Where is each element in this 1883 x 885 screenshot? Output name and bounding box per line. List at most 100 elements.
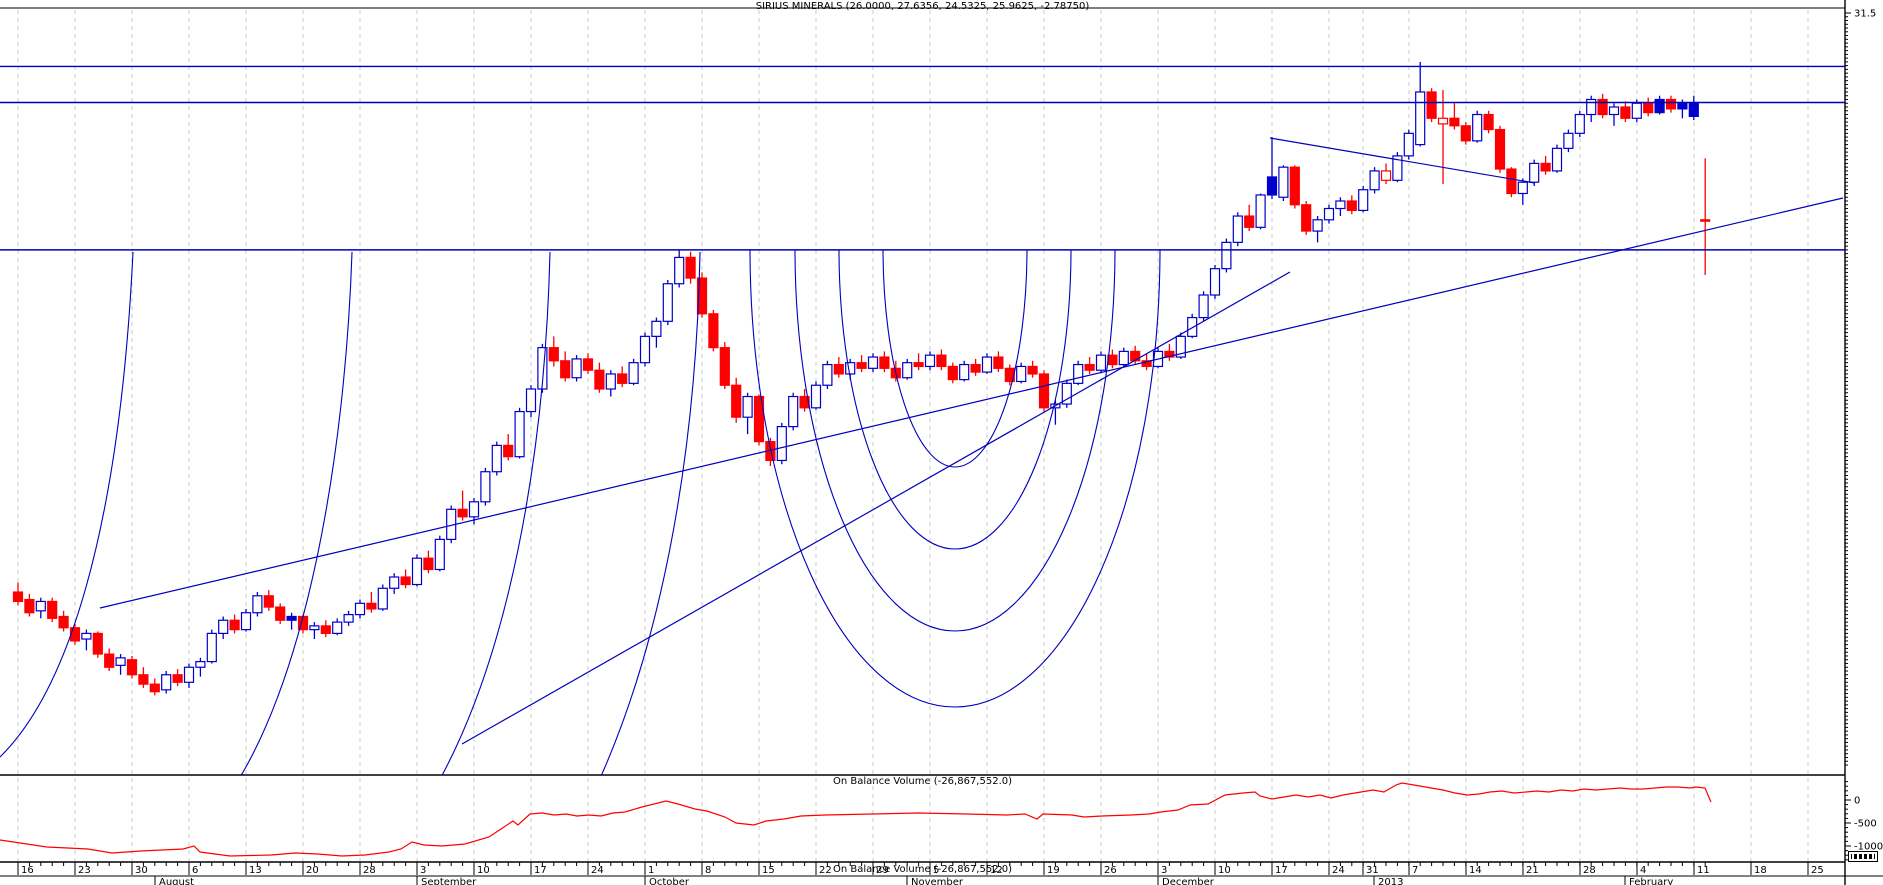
candle-body — [1472, 113, 1483, 142]
candle-body — [993, 356, 1004, 369]
candle-body — [286, 615, 297, 621]
candle-body — [902, 362, 913, 379]
candles-layer — [12, 61, 1711, 696]
candle-body — [719, 347, 730, 386]
trendline — [1269, 137, 1536, 184]
candle-body — [1073, 363, 1084, 384]
candle-body — [1312, 219, 1323, 232]
obv-axis-title: On Balance Volume (-26,867,552.0) — [832, 864, 1013, 875]
fibonacci-arc — [794, 249, 1116, 632]
candle-body — [571, 358, 582, 379]
candle-body — [218, 619, 229, 634]
candle-body — [1266, 176, 1278, 196]
candle-body — [981, 356, 993, 373]
fibonacci-arc — [882, 249, 1028, 468]
trendline — [461, 271, 1291, 745]
candle-body — [674, 256, 685, 285]
candle-body — [560, 360, 571, 379]
date-label: 10 — [477, 865, 490, 876]
date-label: 24 — [1332, 865, 1345, 876]
candle-body — [1449, 117, 1460, 127]
date-label: 24 — [591, 865, 604, 876]
candle-body — [1141, 360, 1152, 368]
date-label: 21 — [1526, 865, 1539, 876]
date-label: 6 — [192, 865, 198, 876]
candle-body — [924, 354, 936, 368]
candle-body — [970, 363, 981, 373]
date-label: 11 — [1697, 865, 1710, 876]
month-label: October — [649, 877, 690, 885]
date-label: 17 — [1275, 865, 1288, 876]
candle-body — [206, 632, 217, 663]
month-label: December — [1162, 877, 1215, 885]
candle-body — [1654, 98, 1665, 114]
candle-body — [1289, 166, 1300, 206]
candle-body — [332, 621, 343, 634]
candle-body — [639, 335, 651, 364]
date-label: 14 — [1469, 865, 1482, 876]
candle-body — [1107, 354, 1118, 366]
candle-body — [822, 363, 833, 386]
candle-body — [1460, 125, 1471, 142]
candle-body — [423, 557, 434, 571]
candle-body — [879, 356, 890, 369]
candle-body — [845, 362, 856, 375]
fib-arcs-layer — [0, 249, 1161, 775]
candle-body — [457, 508, 468, 518]
candle-body — [1517, 181, 1528, 195]
price-axis-label: 31.5 — [1854, 9, 1876, 20]
mini-scrollbar[interactable] — [1848, 851, 1878, 862]
candle-body — [138, 674, 149, 685]
obv-line — [0, 782, 1712, 857]
date-label: 31 — [1366, 865, 1379, 876]
candle-body — [149, 683, 160, 693]
candle-body — [92, 632, 103, 655]
candle-body — [1323, 207, 1335, 221]
date-label: 5 — [933, 865, 939, 876]
candle-body — [617, 373, 628, 384]
month-label: 2013 — [1378, 877, 1403, 885]
candle-body — [799, 395, 810, 409]
date-label: 16 — [21, 865, 34, 876]
date-label: 7 — [1412, 865, 1418, 876]
candle-body — [1061, 382, 1072, 405]
candle-body — [1335, 200, 1346, 210]
date-label: 3 — [420, 865, 426, 876]
candle-body — [480, 471, 491, 503]
candle-body — [1130, 350, 1141, 362]
candle-body — [628, 362, 639, 384]
candle-body — [240, 612, 252, 631]
candle-body — [1118, 350, 1129, 366]
candle-body — [1563, 132, 1574, 149]
candle-body — [776, 426, 787, 462]
candle-body — [1175, 335, 1186, 358]
candle-body — [1016, 365, 1027, 383]
candle-body — [12, 591, 24, 603]
date-label: 8 — [705, 865, 711, 876]
candle-body — [662, 283, 673, 322]
candle-body — [810, 384, 822, 409]
candle-body — [1084, 363, 1095, 371]
candle-body — [548, 347, 559, 362]
candle-body — [400, 576, 411, 586]
date-label: 25 — [1811, 865, 1824, 876]
fibonacci-arc — [749, 249, 1161, 708]
candle-body — [753, 395, 765, 443]
candle-body — [731, 384, 742, 418]
month-label: February — [1629, 877, 1673, 885]
candle-body — [1187, 316, 1198, 337]
candle-body — [1255, 194, 1266, 228]
candle-body — [1551, 147, 1563, 172]
candle-body — [1574, 113, 1585, 134]
candle-body — [1494, 128, 1506, 170]
candle-body — [1483, 113, 1494, 131]
candle-body — [1631, 102, 1642, 119]
candle-body — [1608, 106, 1620, 116]
candle-body — [229, 619, 240, 631]
candle-body — [343, 613, 354, 623]
candle-body — [252, 595, 263, 614]
candle-body — [959, 363, 970, 381]
date-label: 29 — [876, 865, 889, 876]
date-label: 13 — [249, 865, 262, 876]
candle-body — [275, 606, 286, 621]
